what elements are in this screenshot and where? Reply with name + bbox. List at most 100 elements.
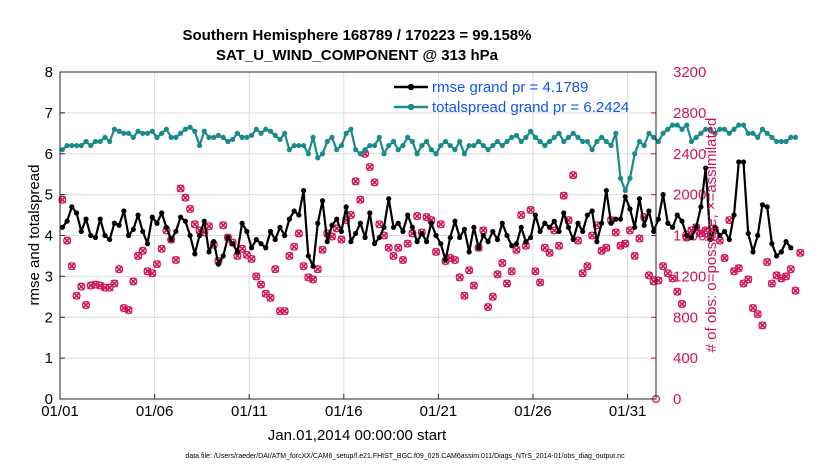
obs-assimilated-stroke — [777, 274, 786, 283]
obs-assimilated-stroke — [621, 239, 630, 248]
rmse-point — [310, 263, 316, 269]
obs-possible-point — [105, 283, 114, 292]
totalspread-point — [329, 134, 335, 140]
totalspread-point — [92, 138, 99, 145]
obs-assimilated-stroke — [735, 264, 743, 272]
totalspread-point — [688, 138, 695, 145]
obs-assimilated-point — [157, 245, 166, 253]
rmse-point — [613, 216, 619, 222]
obs-assimilated-stroke — [526, 206, 535, 214]
obs-possible-point — [313, 265, 322, 274]
totalspread-point — [376, 134, 382, 140]
totalspread-point — [234, 130, 240, 136]
totalspread-point — [447, 142, 453, 149]
totalspread-point — [83, 138, 89, 145]
obs-possible-point — [545, 248, 554, 257]
rmse-point — [196, 232, 203, 239]
rmse-point — [528, 234, 534, 241]
obs-assimilated-point — [465, 266, 473, 275]
obs-assimilated-stroke — [626, 226, 634, 235]
obs-assimilated-point — [716, 236, 724, 245]
rmse-point — [154, 220, 160, 226]
rmse-point — [494, 236, 501, 243]
rmse-point — [499, 220, 505, 226]
totalspread-point — [457, 138, 463, 145]
totalspread-point — [201, 128, 207, 134]
obs-assimilated-point — [191, 220, 199, 229]
y-tick-label: 3 — [45, 268, 53, 285]
rmse-point — [537, 228, 543, 235]
obs-assimilated-point — [252, 272, 261, 281]
obs-assimilated-stroke — [96, 281, 104, 290]
rmse-point — [774, 253, 780, 259]
rmse-point — [178, 214, 184, 220]
obs-possible-point — [659, 262, 668, 271]
totalspread-point — [712, 130, 718, 136]
obs-assimilated-stroke — [484, 303, 492, 311]
obs-possible-point — [611, 228, 620, 237]
rmse-point — [674, 212, 680, 218]
obs-possible-point — [351, 177, 360, 186]
totalspread-point — [546, 138, 553, 145]
obs-assimilated-point — [295, 229, 303, 238]
rmse-point — [414, 239, 420, 245]
obs-assimilated-point — [63, 236, 71, 245]
obs-assimilated-stroke — [635, 234, 644, 243]
obs-assimilated-stroke — [763, 258, 771, 266]
y-axis-label: rmse and totalspread — [26, 165, 43, 306]
obs-assimilated-point — [512, 246, 521, 254]
y2-axis-label: # of obs: o=possible; ×=assimilated — [703, 118, 720, 353]
obs-possible-point — [152, 260, 162, 269]
obs-possible-point — [460, 291, 469, 300]
obs-possible-point — [758, 321, 767, 330]
totalspread-point — [315, 155, 321, 161]
obs-assimilated-stroke — [280, 307, 289, 315]
rmse-point — [471, 224, 477, 230]
rmse-point — [778, 249, 784, 255]
obs-assimilated-point — [559, 191, 568, 200]
obs-assimilated-stroke — [351, 177, 360, 186]
obs-assimilated-stroke — [219, 221, 227, 230]
totalspread-point — [277, 136, 283, 143]
obs-assimilated-stroke — [597, 247, 606, 255]
obs-assimilated-point — [432, 248, 440, 256]
rmse-point — [433, 232, 439, 239]
obs-assimilated-point — [366, 163, 374, 171]
obs-assimilated-point — [772, 271, 781, 280]
obs-assimilated-point — [791, 286, 800, 295]
x-axis-label: Jan.01,2014 00:00:00 start — [268, 427, 447, 444]
obs-possible-point — [677, 299, 687, 309]
obs-assimilated-point — [545, 249, 554, 257]
totalspread-point — [594, 138, 600, 145]
obs-possible-point — [290, 242, 299, 251]
obs-assimilated-point — [744, 275, 753, 284]
rmse-point — [655, 216, 661, 222]
x-tick-label: 01/01 — [41, 403, 79, 420]
totalspread-point — [461, 151, 468, 157]
rmse-point — [641, 222, 647, 228]
obs-assimilated-point — [626, 226, 634, 235]
rmse-point — [442, 257, 449, 263]
obs-assimilated-point — [479, 226, 488, 235]
plot-frame — [59, 71, 657, 400]
totalspread-point — [499, 142, 505, 149]
data-file-note: data file: /Users/raeder/DAI/ATM_forcXX/… — [185, 453, 625, 460]
rmse-point — [102, 232, 108, 239]
rmse-point — [324, 239, 330, 245]
obs-assimilated-point — [763, 258, 771, 266]
obs-possible-point — [602, 243, 611, 252]
rmse-point — [608, 220, 614, 226]
obs-assimilated-point — [460, 292, 469, 300]
obs-assimilated-stroke — [555, 241, 563, 250]
obs-assimilated-stroke — [266, 294, 275, 302]
obs-assimilated-point — [304, 273, 313, 282]
legend: rmse grand pr = 4.1789 totalspread grand… — [394, 79, 629, 116]
obs-possible-point — [763, 258, 772, 267]
obs-assimilated-stroke — [68, 262, 76, 270]
totalspread-point — [334, 147, 340, 153]
rmse-point — [362, 234, 368, 241]
obs-assimilated-point — [635, 234, 644, 243]
y2-tick-label: 0 — [673, 391, 681, 408]
obs-assimilated-point — [176, 184, 185, 193]
totalspread-point — [353, 147, 359, 153]
